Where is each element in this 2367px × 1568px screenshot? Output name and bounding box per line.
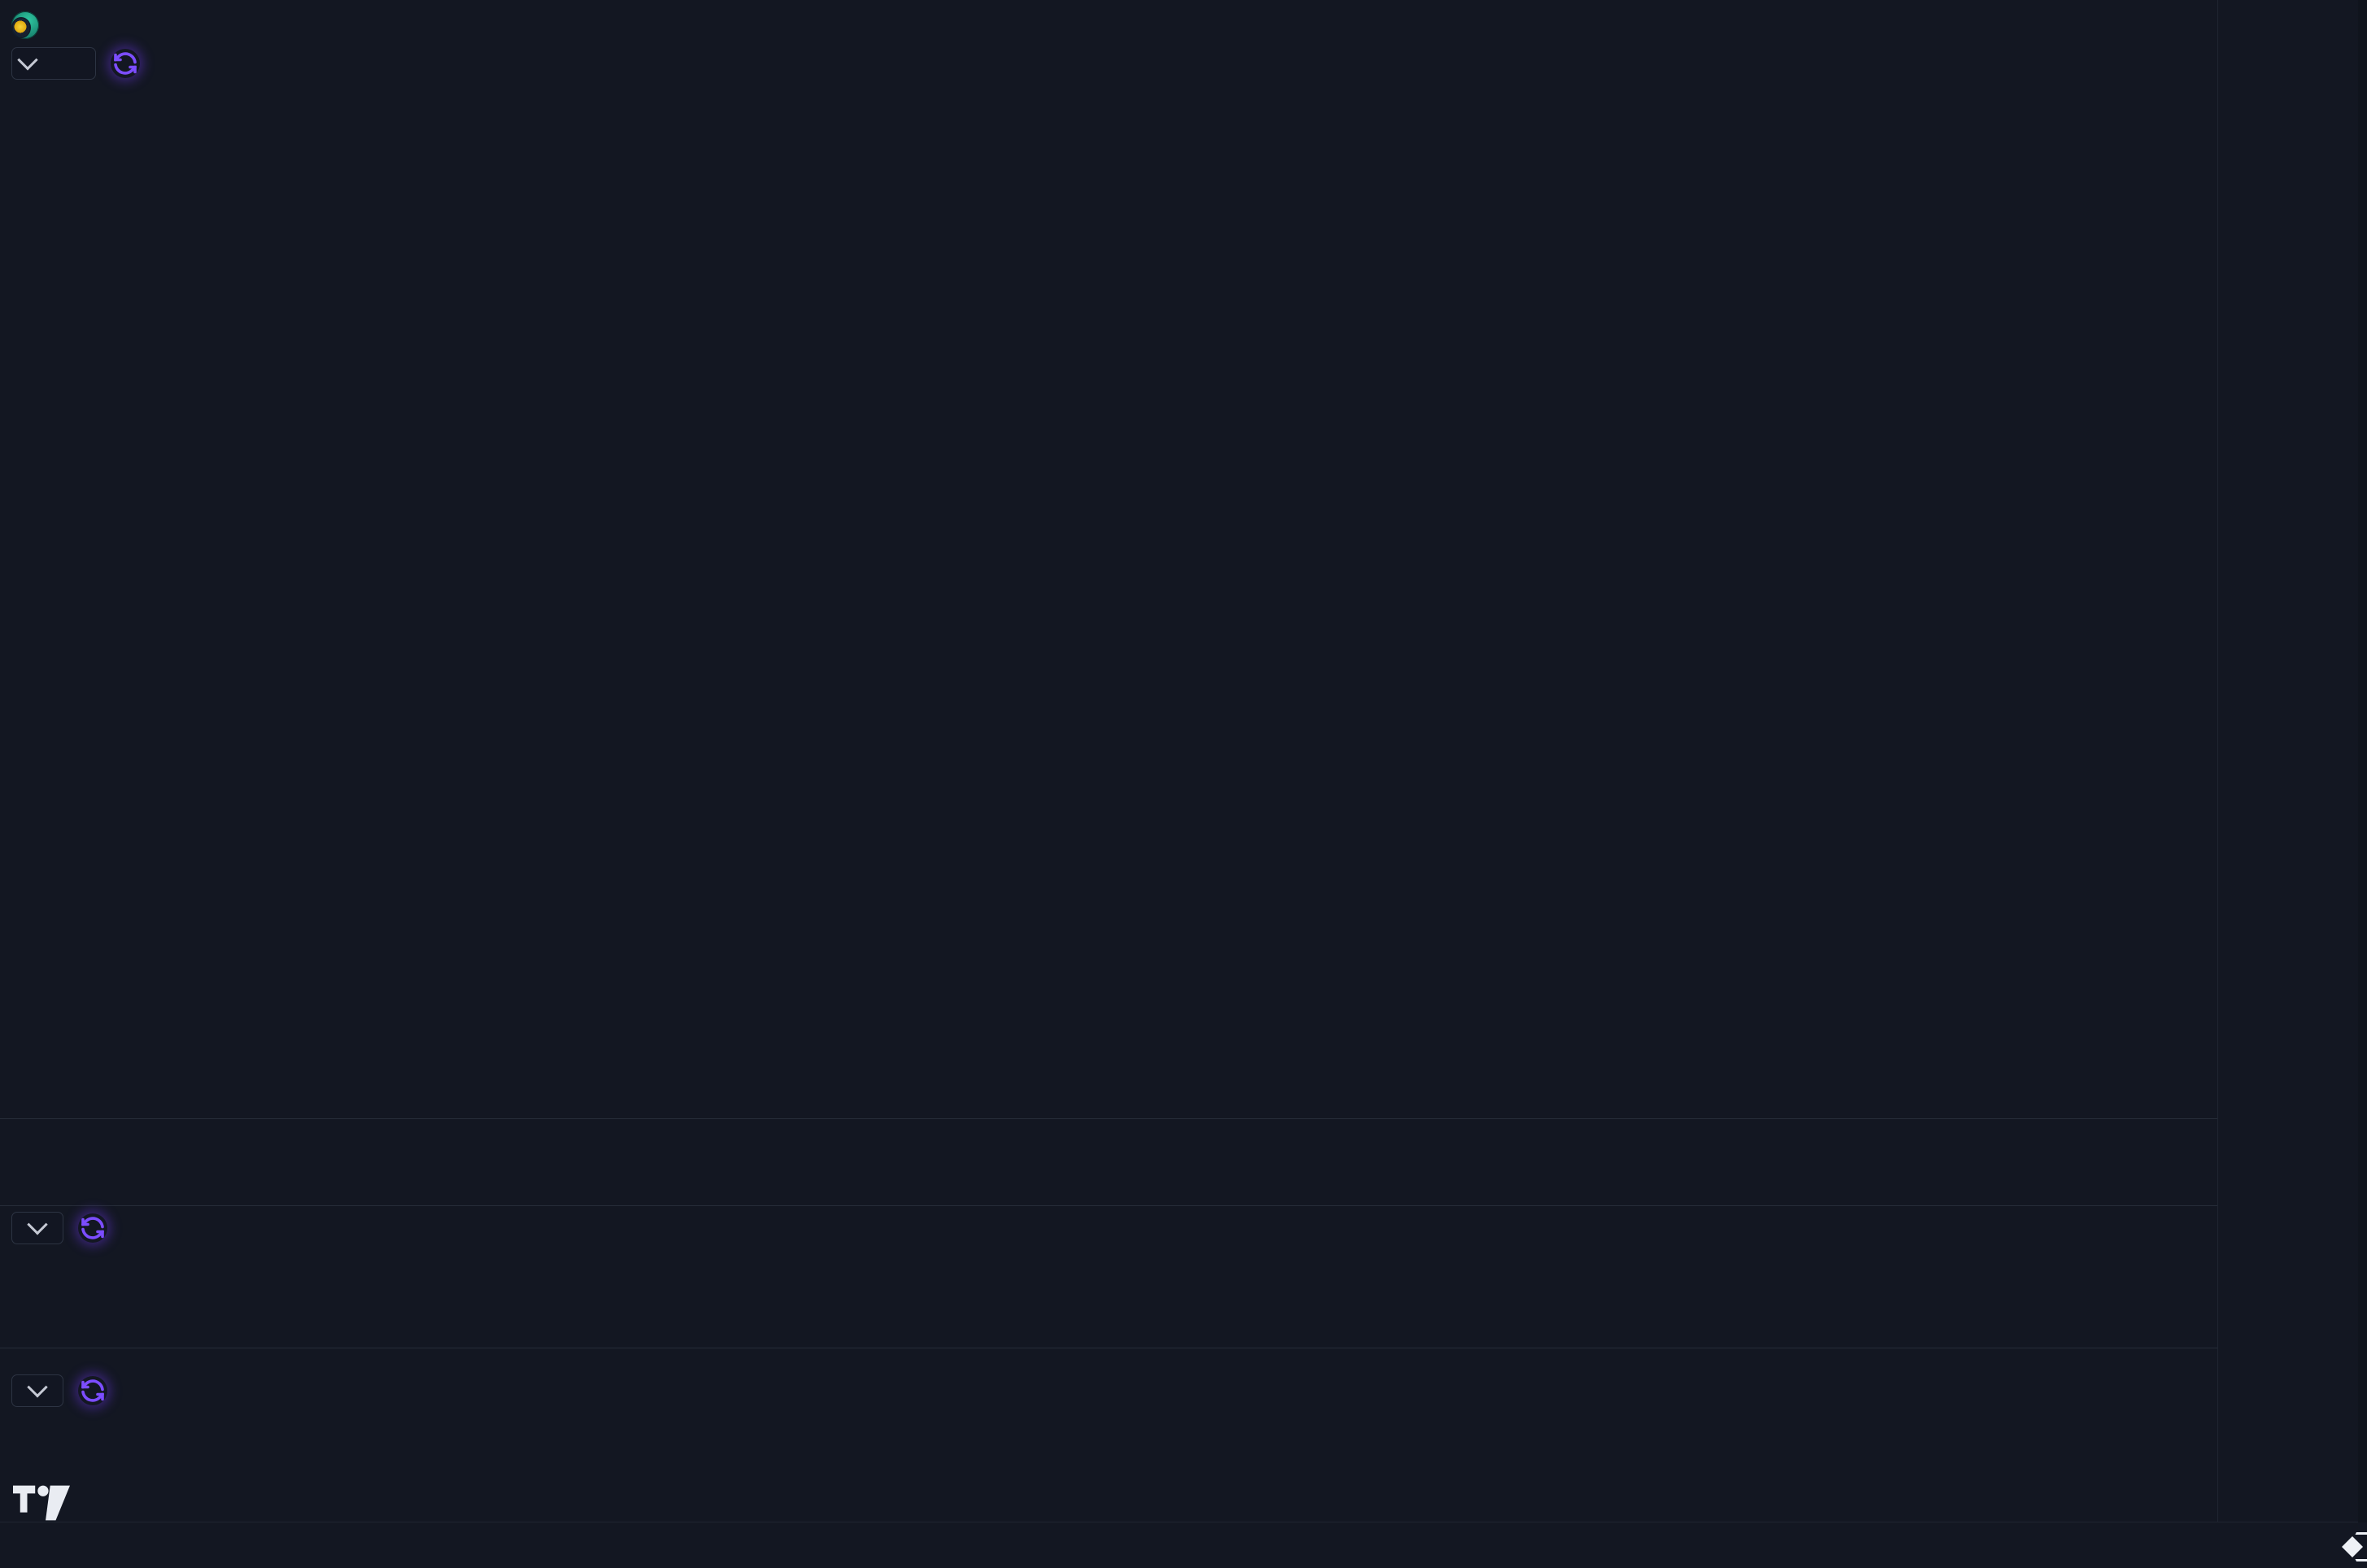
chart-minimap-strip[interactable] [2358,0,2367,1522]
main-pane-collapse-button[interactable] [11,47,96,80]
tradingview-logo[interactable] [13,1485,70,1521]
time-scale[interactable] [0,1522,2367,1568]
chevron-down-icon [17,50,38,71]
pane-separator-volume [0,1118,2218,1119]
rsi-pane-legend [11,1212,107,1244]
sync-refresh-icon[interactable] [111,49,140,78]
main-pane-legend [11,47,140,80]
chart-header [0,0,124,50]
hexagon-icon [2349,1532,2367,1561]
pane-separator-rsi [0,1205,2218,1206]
rsi-pane-collapse-button[interactable] [11,1212,63,1244]
author-watermark [2342,1532,2367,1561]
price-scale[interactable] [2217,0,2367,1522]
chevron-down-icon [27,1377,48,1398]
chart-plot-area [0,0,2218,1522]
macd-pane-collapse-button[interactable] [11,1374,63,1407]
lunc-coin-icon [11,11,39,39]
macd-pane-legend [11,1374,107,1407]
sync-refresh-icon[interactable] [78,1376,107,1405]
chevron-down-icon [27,1214,48,1235]
sync-refresh-icon[interactable] [78,1213,107,1243]
